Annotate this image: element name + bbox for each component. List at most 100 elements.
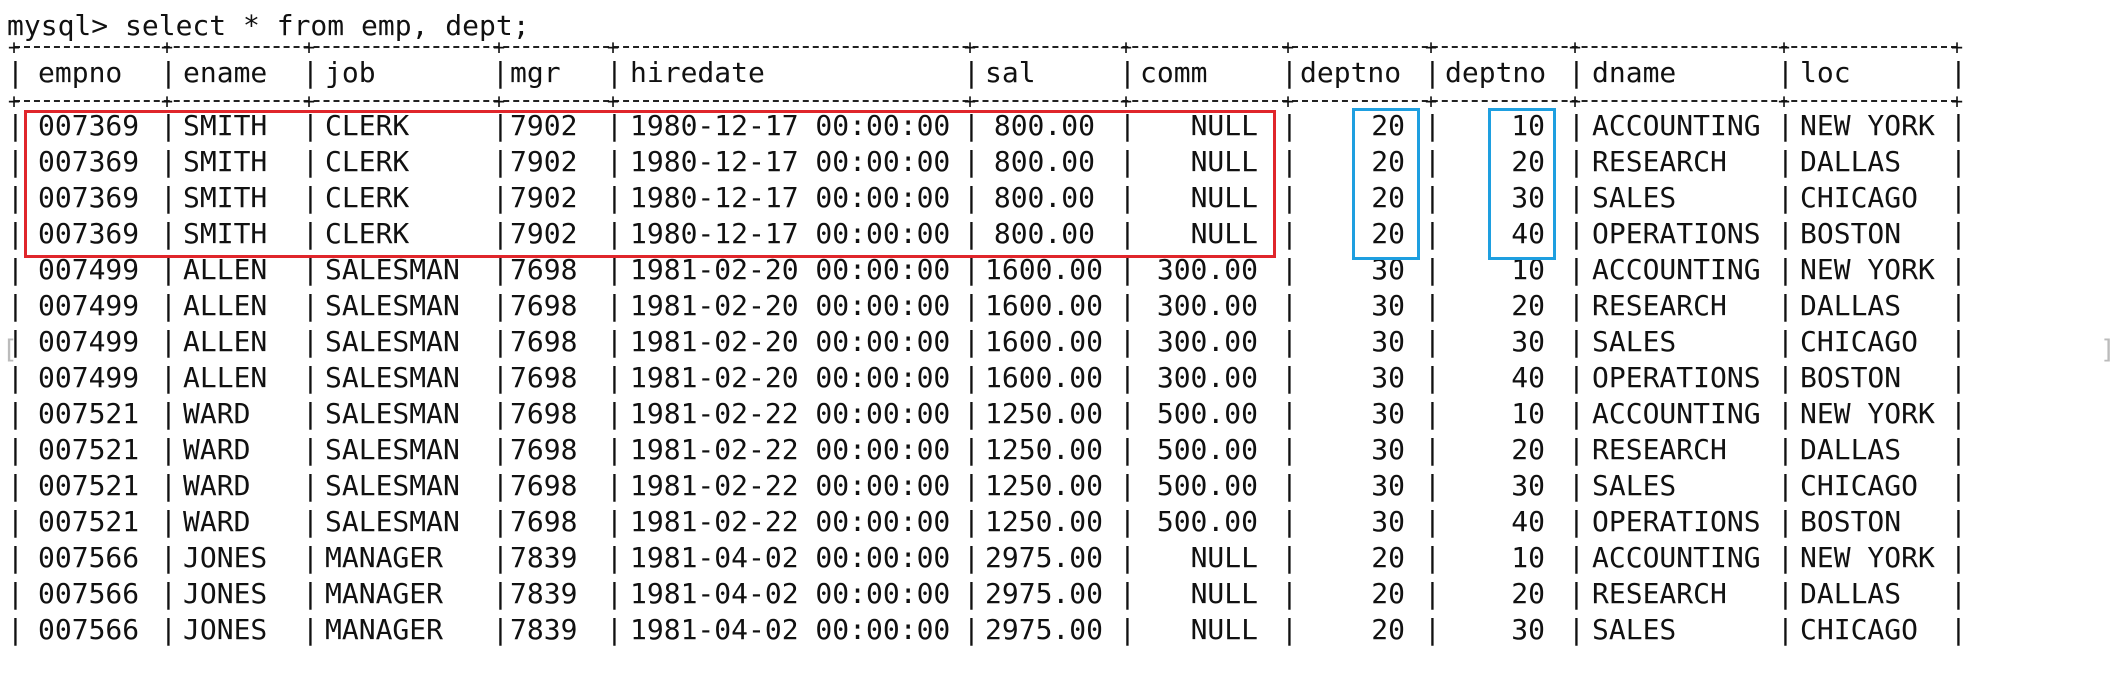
border-corner: + [606, 89, 620, 113]
border-corner: + [1424, 89, 1438, 113]
cell-sal: 1600.00 [985, 361, 1104, 394]
cell-emp-deptno: 20 [1371, 109, 1405, 142]
column-divider: | [1281, 397, 1298, 430]
table-row[interactable]: | | | | | | | | | | | | 007521 WARD SALESMAN 7698 1981-0… [0, 468, 1970, 504]
table-row[interactable]: | | | | | | | | | | | | 007369 SMITH CLERK 7902 1980-12-… [0, 144, 1970, 180]
column-divider: | [963, 613, 980, 646]
border-corner: + [302, 89, 316, 113]
cell-dname: RESEARCH [1592, 145, 1727, 178]
border-corner: + [963, 35, 977, 59]
cell-loc: CHICAGO [1800, 469, 1919, 502]
border-corner: + [7, 89, 21, 113]
column-divider: | [606, 433, 623, 466]
column-divider: | [7, 397, 24, 430]
cell-ename: SMITH [183, 217, 268, 250]
table-row[interactable]: | | | | | | | | | | | | 007499 ALLEN SALESMAN 7698 1981-… [0, 324, 1970, 360]
cell-job: SALESMAN [325, 469, 460, 502]
column-divider: | [1777, 289, 1794, 322]
column-divider: | [1950, 56, 1967, 89]
column-divider: | [302, 577, 319, 610]
cell-dname: OPERATIONS [1592, 505, 1761, 538]
column-divider: | [1281, 145, 1298, 178]
column-divider: | [1281, 109, 1298, 142]
cell-loc: DALLAS [1800, 145, 1902, 178]
cell-comm: NULL [1190, 613, 1258, 646]
column-divider: | [1777, 217, 1794, 250]
column-divider: | [1950, 613, 1967, 646]
column-divider: | [606, 56, 623, 89]
column-divider: | [7, 217, 24, 250]
cell-dept-deptno: 30 [1511, 613, 1545, 646]
column-divider: | [1281, 56, 1298, 89]
border-corner: + [7, 35, 21, 59]
column-divider: | [492, 325, 509, 358]
column-divider: | [1568, 253, 1585, 286]
column-header-hiredate: hiredate [630, 56, 765, 89]
cell-empno: 007369 [38, 109, 140, 142]
column-divider: | [963, 361, 980, 394]
column-divider: | [1950, 109, 1967, 142]
cell-hiredate: 1981-02-22 00:00:00 [630, 505, 951, 538]
column-divider: | [1568, 577, 1585, 610]
column-divider: | [963, 289, 980, 322]
cell-sal: 800.00 [993, 217, 1095, 250]
table-row[interactable]: | | | | | | | | | | | | 007499 ALLEN SALESMAN 7698 1981-… [0, 288, 1970, 324]
column-header-mgr: mgr [510, 56, 561, 89]
column-divider: | [963, 145, 980, 178]
border-corner: + [1950, 35, 1964, 59]
cell-loc: CHICAGO [1800, 613, 1919, 646]
border-corner: + [492, 89, 506, 113]
cell-dname: RESEARCH [1592, 577, 1727, 610]
cell-mgr: 7698 [510, 505, 578, 538]
column-divider: | [492, 56, 509, 89]
column-divider: | [1119, 289, 1136, 322]
cell-mgr: 7698 [510, 361, 578, 394]
table-row[interactable]: | | | | | | | | | | | | 007566 JONES MANAGER 7839 1981-0… [0, 540, 1970, 576]
cell-hiredate: 1981-02-20 00:00:00 [630, 325, 951, 358]
table-row[interactable]: | | | | | | | | | | | | 007499 ALLEN SALESMAN 7698 1981-… [0, 252, 1970, 288]
table-row[interactable]: | | | | | | | | | | | | 007499 ALLEN SALESMAN 7698 1981-… [0, 360, 1970, 396]
column-divider: | [963, 109, 980, 142]
table-row[interactable]: | | | | | | | | | | | | 007521 WARD SALESMAN 7698 1981-0… [0, 504, 1970, 540]
column-divider: | [302, 361, 319, 394]
table-row[interactable]: | | | | | | | | | | | | 007369 SMITH CLERK 7902 1980-12-… [0, 216, 1970, 252]
cell-comm: NULL [1190, 541, 1258, 574]
column-divider: | [1777, 397, 1794, 430]
cell-empno: 007566 [38, 577, 140, 610]
column-divider: | [160, 433, 177, 466]
column-divider: | [1777, 253, 1794, 286]
column-divider: | [1119, 541, 1136, 574]
border-corner: + [1281, 35, 1295, 59]
column-divider: | [1777, 505, 1794, 538]
column-divider: | [7, 109, 24, 142]
cell-comm: NULL [1190, 145, 1258, 178]
column-divider: | [492, 613, 509, 646]
cell-mgr: 7698 [510, 469, 578, 502]
cell-sal: 1600.00 [985, 253, 1104, 286]
cell-dept-deptno: 30 [1511, 469, 1545, 502]
column-header-comm: comm [1140, 56, 1208, 89]
cell-loc: DALLAS [1800, 433, 1902, 466]
cell-job: CLERK [325, 217, 410, 250]
column-divider: | [1119, 181, 1136, 214]
cell-empno: 007521 [38, 397, 140, 430]
border-corner: + [160, 35, 174, 59]
cell-comm: 300.00 [1156, 361, 1258, 394]
column-divider: | [1424, 505, 1441, 538]
cell-sal: 2975.00 [985, 577, 1104, 610]
column-divider: | [1119, 145, 1136, 178]
cell-job: CLERK [325, 109, 410, 142]
column-divider: | [1950, 253, 1967, 286]
column-divider: | [160, 325, 177, 358]
cell-empno: 007499 [38, 289, 140, 322]
table-row[interactable]: | | | | | | | | | | | | 007521 WARD SALESMAN 7698 1981-0… [0, 432, 1970, 468]
table-row[interactable]: | | | | | | | | | | | | 007566 JONES MANAGER 7839 1981-0… [0, 576, 1970, 612]
table-row[interactable]: | | | | | | | | | | | | 007521 WARD SALESMAN 7698 1981-0… [0, 396, 1970, 432]
cell-comm: 500.00 [1156, 505, 1258, 538]
column-divider: | [1424, 253, 1441, 286]
table-row[interactable]: | | | | | | | | | | | | 007566 JONES MANAGER 7839 1981-0… [0, 612, 1970, 648]
table-row[interactable]: | | | | | | | | | | | | 007369 SMITH CLERK 7902 1980-12-… [0, 180, 1970, 216]
table-row[interactable]: | | | | | | | | | | | | 007369 SMITH CLERK 7902 1980-12-… [0, 108, 1970, 144]
column-divider: | [1568, 505, 1585, 538]
